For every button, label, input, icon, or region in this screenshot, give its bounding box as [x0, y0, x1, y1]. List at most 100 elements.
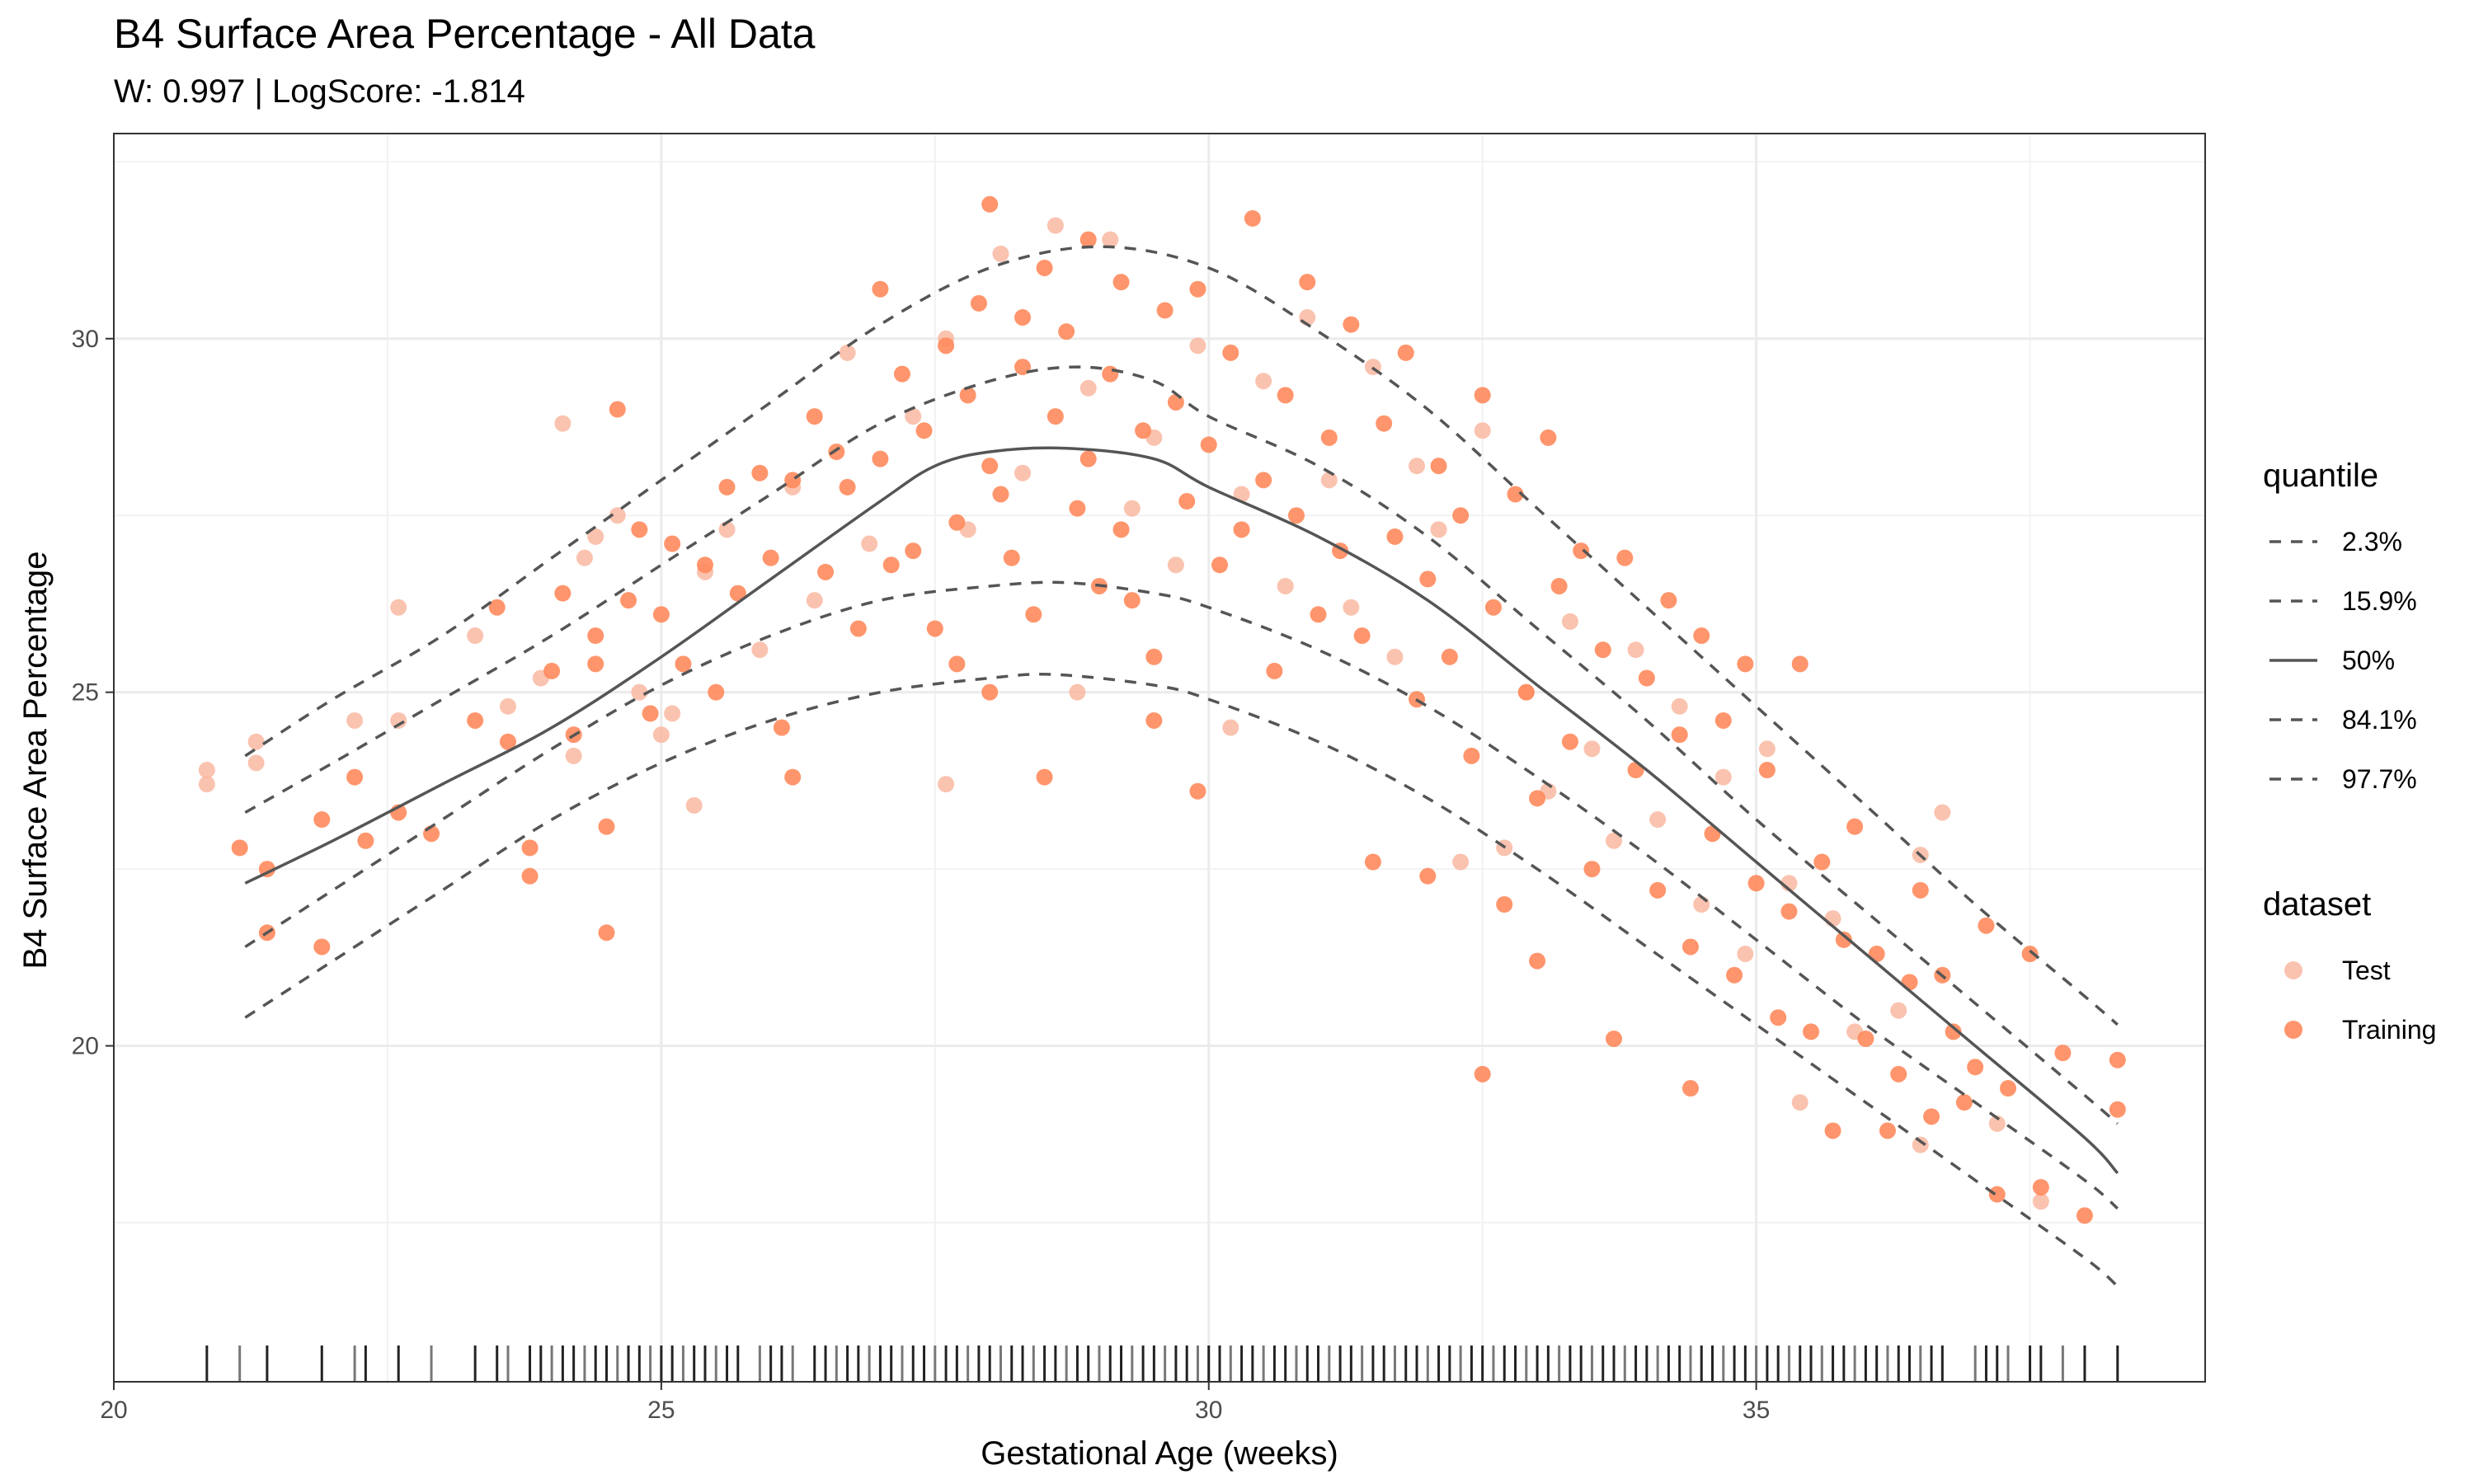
training-point — [1025, 606, 1042, 623]
test-point — [576, 549, 593, 566]
training-point — [1912, 881, 1929, 899]
training-point — [959, 387, 976, 404]
training-point — [1244, 209, 1261, 227]
legend-quantile-label: 50% — [2342, 646, 2395, 675]
training-point — [817, 563, 835, 580]
training-point — [1112, 274, 1130, 291]
training-point — [313, 938, 331, 956]
training-point — [1649, 881, 1667, 899]
legend-dataset-title: dataset — [2263, 886, 2371, 923]
test-point — [1649, 811, 1667, 829]
test-point — [1791, 1094, 1808, 1111]
training-point — [631, 521, 648, 538]
test-point — [1069, 683, 1086, 701]
training-point — [1824, 1122, 1841, 1139]
test-point — [839, 344, 856, 361]
training-point — [1791, 655, 1808, 673]
test-point — [1014, 464, 1032, 481]
legend-dataset-label: Test — [2342, 956, 2391, 985]
training-point — [1857, 1030, 1874, 1047]
training-point — [1901, 974, 1918, 991]
training-point — [872, 450, 889, 467]
training-point — [1484, 599, 1502, 616]
training-point — [1714, 711, 1732, 729]
test-point — [247, 733, 265, 750]
training-point — [1211, 556, 1229, 574]
training-point — [1780, 903, 1798, 920]
test-point — [1890, 1002, 1907, 1019]
quantile-curves — [244, 245, 2119, 1288]
test-point — [1255, 373, 1272, 390]
training-point — [849, 620, 867, 637]
test-point — [565, 747, 582, 764]
test-point — [1079, 379, 1097, 397]
major-gridlines — [114, 134, 2205, 1382]
y-tick-label: 30 — [72, 326, 99, 353]
training-point — [905, 542, 922, 560]
training-point — [587, 627, 604, 645]
x-tick-label: 20 — [100, 1397, 127, 1424]
training-point — [1835, 931, 1852, 948]
test-point — [390, 599, 407, 616]
legend-dataset-key — [2284, 961, 2302, 979]
test-point — [992, 245, 1009, 262]
plot-panel — [113, 133, 2206, 1383]
training-point — [1955, 1094, 1973, 1111]
training-point — [762, 549, 779, 566]
training-point — [828, 444, 845, 461]
training-point — [2032, 1179, 2049, 1196]
test-point — [587, 528, 604, 545]
training-point — [642, 705, 659, 722]
test-point — [1627, 641, 1644, 659]
training-point — [467, 711, 484, 729]
training-point — [1156, 302, 1174, 319]
x-tick-label: 25 — [647, 1397, 675, 1424]
test-point — [1671, 697, 1688, 715]
x-axis-ticks: 20 25 30 35 — [100, 1382, 1770, 1424]
training-point — [1606, 1030, 1623, 1047]
training-points — [231, 195, 2126, 1224]
y-axis-ticks: 20 25 30 — [72, 326, 114, 1060]
training-point — [2109, 1051, 2126, 1068]
test-point — [905, 408, 922, 425]
test-point — [1606, 832, 1623, 849]
training-point — [2076, 1207, 2093, 1224]
quantile-curve-84-1pct — [244, 365, 2119, 1125]
training-point — [1540, 429, 1557, 446]
test-point — [1189, 337, 1206, 355]
training-point — [1638, 669, 1655, 687]
training-point — [1430, 458, 1447, 475]
training-point — [1890, 1065, 1907, 1082]
test-point — [346, 711, 364, 729]
training-point — [652, 606, 670, 623]
legend-quantile: quantile 2.3% 15.9% 50% 84.1% 97.7% — [2263, 458, 2417, 794]
training-point — [1200, 436, 1217, 453]
training-point — [1222, 344, 1239, 361]
training-point — [1583, 861, 1601, 878]
training-point — [2054, 1045, 2072, 1062]
test-point — [1714, 768, 1732, 786]
training-point — [1573, 542, 1590, 560]
training-point — [1255, 472, 1272, 489]
training-point — [1189, 782, 1206, 800]
training-point — [1266, 662, 1283, 679]
quantile-curve-2-3pct — [244, 673, 2119, 1288]
test-point — [1474, 422, 1491, 439]
training-point — [499, 733, 516, 750]
test-point — [1561, 613, 1578, 630]
training-point — [1561, 733, 1578, 750]
training-point — [1967, 1059, 1984, 1076]
test-point — [1343, 599, 1360, 616]
training-point — [839, 478, 856, 495]
test-point — [1102, 231, 1119, 248]
test-point — [861, 535, 878, 552]
training-point — [718, 478, 736, 495]
training-point — [598, 924, 615, 942]
legend-dataset-label: Training — [2342, 1015, 2436, 1045]
chart-subtitle: W: 0.997 | LogScore: -1.814 — [114, 73, 525, 110]
test-point — [609, 507, 626, 524]
training-point — [1846, 818, 1864, 835]
training-point — [1135, 422, 1152, 439]
test-point — [1583, 740, 1601, 758]
training-point — [1310, 606, 1327, 623]
